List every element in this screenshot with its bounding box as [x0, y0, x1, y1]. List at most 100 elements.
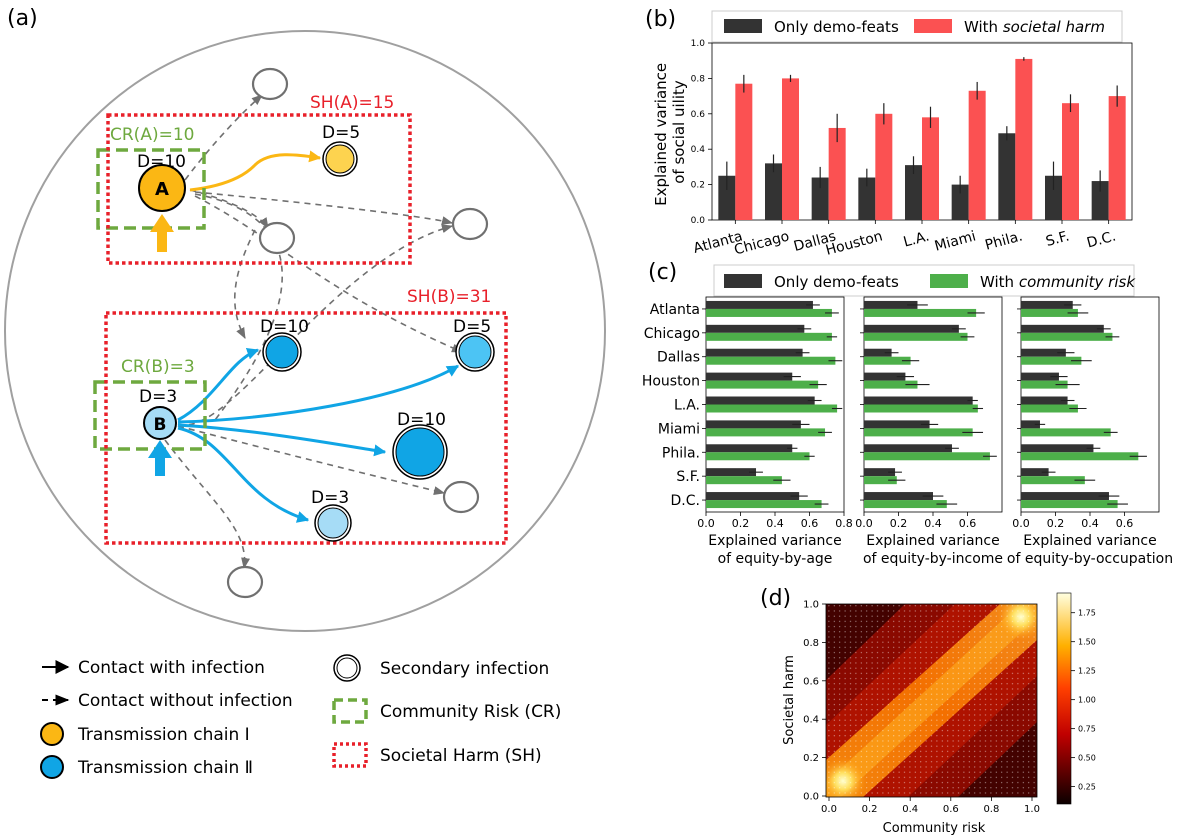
node-b-child3-degree: D=10 — [397, 410, 446, 430]
chart-c-bar — [1021, 428, 1111, 437]
heatmap-ytick-label: 0.6 — [803, 676, 819, 687]
chart-c-bar — [1021, 380, 1068, 389]
chart-c-bar — [706, 396, 815, 405]
chart-c-bar — [706, 372, 793, 381]
chart-c-xtick-label: 0.2 — [890, 517, 908, 530]
node-b-child1-degree: D=10 — [260, 317, 309, 337]
chart-c-bar — [1021, 452, 1139, 461]
chart-b-bar — [905, 165, 922, 220]
chart-c-bar — [864, 356, 911, 365]
legend-chain1: Transmission chain Ⅰ — [77, 725, 250, 745]
chart-c-bar — [864, 444, 952, 453]
chart-c-bar — [1021, 396, 1068, 405]
colorbar-tick-label: 1.25 — [1078, 667, 1096, 676]
node-b-child2-degree: D=5 — [453, 317, 491, 337]
chart-c-bar — [706, 420, 801, 429]
chart-b-bar — [1091, 181, 1109, 220]
node-a-child-degree: D=5 — [322, 123, 360, 143]
heatmap-xtick-label: 0.0 — [821, 804, 837, 815]
colorbar-tick-label: 0.25 — [1078, 783, 1096, 792]
sh-b-box — [104, 311, 508, 545]
chart-c-bar — [864, 452, 990, 461]
chart-b-category-label: Phila. — [983, 228, 1024, 253]
chart-c-xtick-label: 0.4 — [1081, 517, 1099, 530]
chart-c-bar — [706, 348, 803, 357]
legend-sh-swatch — [332, 742, 368, 768]
chart-c-bar — [706, 356, 836, 365]
chart-b-bar — [828, 127, 846, 220]
cr-b-label: CR(B)=3 — [121, 357, 195, 377]
chart-c-area: 0.0 0.2 0.4 0.6 0.8 Explained variance of equi… — [642, 296, 1173, 567]
chart-b-category-label: D.C. — [1085, 228, 1118, 251]
panel-d: (d) 0.0 0.2 0.4 0.6 0.8 1.0 0.0 0.2 0.4 0.6 0.8 1.0… — [760, 586, 1096, 836]
chart-c-xlabel: of equity-by-occupation — [1007, 551, 1173, 567]
node-a-input-arrow — [150, 214, 174, 252]
chart-c-bar — [864, 420, 930, 429]
chart-b-bar — [718, 175, 736, 220]
panel-c-label: (c) — [648, 260, 677, 285]
node-a-child — [325, 144, 355, 174]
heatmap — [826, 604, 1037, 797]
panel-b-label: (b) — [645, 7, 676, 32]
chart-b-ytick-label: 0.4 — [691, 145, 706, 155]
chart-b-bar — [875, 113, 893, 220]
chart-c-xtick-label: 0.0 — [1012, 517, 1030, 530]
cr-b-box — [93, 380, 207, 451]
chart-c-bar — [706, 468, 757, 477]
legend-chain1-swatch — [40, 722, 64, 746]
colorbar-tick-label: 1.00 — [1078, 696, 1096, 705]
chart-c-bar — [864, 380, 918, 389]
chart-b-ytick-label: 1.0 — [691, 39, 706, 49]
legend-demo-swatch-c — [724, 274, 762, 288]
chart-c-bar — [864, 372, 906, 381]
colorbar-tick-label: 1.50 — [1078, 638, 1096, 647]
secondary-nodes — [226, 67, 489, 599]
sh-a-box — [106, 113, 412, 265]
chart-c-bar — [864, 428, 973, 437]
chart-b-bar — [998, 133, 1016, 220]
node-b-child2 — [458, 335, 492, 369]
chart-c-bar — [706, 492, 800, 501]
chart-c-category-label: Dallas — [657, 350, 700, 366]
chart-c-bar — [706, 476, 782, 485]
chart-c-category-label: Chicago — [644, 326, 700, 342]
chart-c-xtick-label: 0.4 — [766, 517, 784, 530]
panel-a-label: (a) — [7, 6, 38, 31]
chart-c-bar — [706, 500, 822, 509]
chart-c-bar — [864, 492, 933, 501]
legend-demo-swatch-b — [724, 19, 762, 33]
heatmap-ytick-label: 0.0 — [803, 792, 819, 803]
chart-c-xtick-label: 0.6 — [801, 517, 819, 530]
panel-b: (b) Only demo-feats With societal harm 0… — [645, 7, 1133, 259]
colorbar-tick-label: 0.75 — [1078, 725, 1096, 734]
node-b-input-arrow — [148, 440, 172, 476]
chart-b-bar — [735, 83, 753, 221]
chart-c-bar — [706, 404, 838, 413]
chart-c-bar — [706, 308, 832, 317]
chart-c-xtick-label: 0.6 — [1116, 517, 1134, 530]
chart-b-ytick-label: 0.0 — [691, 216, 706, 226]
chart-c-bar — [706, 452, 810, 461]
chart-c-bar — [1021, 324, 1104, 333]
chart-c-bar — [706, 428, 826, 437]
panel-a-legend: Contact with infection Contact without i… — [40, 654, 561, 779]
chain2-edges — [177, 347, 460, 523]
legend-harm-swatch-b — [914, 19, 952, 33]
chart-c-bar — [1021, 356, 1082, 365]
chart-c-bar — [706, 332, 832, 341]
legend-harm-b: With societal harm — [964, 18, 1105, 36]
heatmap-axes: 0.0 0.2 0.4 0.6 0.8 1.0 0.0 0.2 0.4 0.6 0.8 1.0 — [803, 600, 1040, 816]
chart-c-bar — [864, 468, 896, 477]
chart-c-xtick-label: 0.2 — [1047, 517, 1065, 530]
chart-b-ylabel: Explained variance of social uility — [652, 58, 688, 206]
chart-c-xlabel: of equity-by-income — [863, 551, 1003, 567]
chart-c-category-label: Miami — [658, 421, 700, 437]
chart-b-bar — [811, 177, 829, 220]
chart-c-xtick-label: 0.0 — [697, 517, 715, 530]
panel-a: (a) SH(A)=15 CR(A)=10 S — [4, 6, 606, 779]
chart-c-category-label: Houston — [642, 374, 700, 390]
chart-b-bar — [858, 177, 876, 220]
chart-b-bar — [968, 90, 986, 220]
